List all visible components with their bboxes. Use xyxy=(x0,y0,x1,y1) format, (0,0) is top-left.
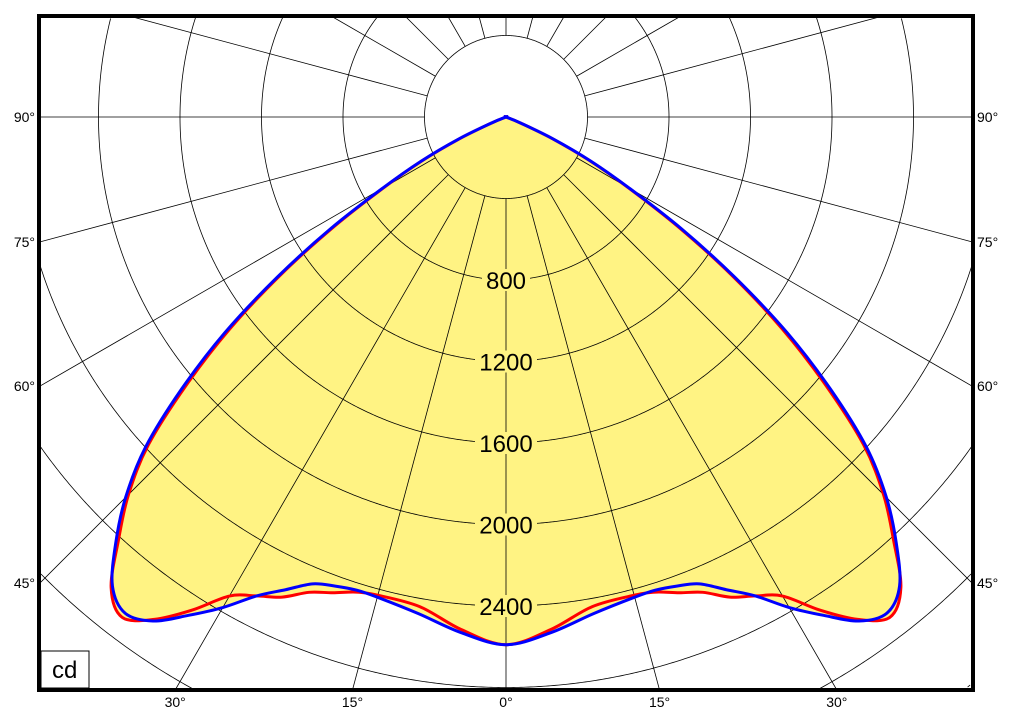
grid-spoke xyxy=(40,157,436,387)
ring-label-800: 800 xyxy=(482,268,530,295)
ring-label-1200: 1200 xyxy=(475,350,537,377)
series-curve-1 xyxy=(110,115,902,647)
grid-spoke xyxy=(563,17,607,60)
grid-spoke xyxy=(526,195,660,689)
left-angle-label-60: 60° xyxy=(14,378,35,394)
grid-spoke xyxy=(405,17,449,60)
polar-grid xyxy=(40,17,972,689)
grid-spoke xyxy=(526,17,534,39)
grid-ring xyxy=(342,17,670,281)
bottom-angle-label-right-30: 30° xyxy=(826,694,847,710)
bottom-angle-label-left-30: 30° xyxy=(165,694,186,710)
ring-label: 2400 xyxy=(479,594,532,621)
grid-spoke xyxy=(132,17,428,97)
grid-spoke xyxy=(478,17,486,39)
grid-ring xyxy=(40,446,972,688)
bottom-angle-label-right-15: 15° xyxy=(649,694,670,710)
ring-label: 800 xyxy=(486,268,526,295)
grid-spoke xyxy=(175,187,466,689)
grid-ring xyxy=(40,265,972,607)
left-angle-label-75: 75° xyxy=(14,234,35,250)
left-angle-label-90: 90° xyxy=(14,109,35,125)
right-angle-label-45: 45° xyxy=(977,575,998,591)
bottom-angle-labels: 30° 15° 0° 15° 30° xyxy=(165,694,848,710)
grid-spoke xyxy=(546,187,837,689)
grid-spoke xyxy=(563,174,972,584)
right-angle-label-75: 75° xyxy=(977,234,998,250)
ring-label-2000: 2000 xyxy=(475,513,537,540)
grid-spoke xyxy=(584,17,880,97)
ring-label: 1600 xyxy=(479,431,532,458)
grid-spoke xyxy=(447,17,466,47)
grid-spoke xyxy=(352,195,486,689)
right-angle-label-90: 90° xyxy=(977,109,998,125)
left-angle-label-45: 45° xyxy=(14,575,35,591)
grid-spoke xyxy=(332,17,436,77)
ring-label: 1200 xyxy=(479,350,532,377)
grid-spoke xyxy=(576,157,972,387)
grid-spoke xyxy=(576,17,680,77)
unit-label: cd xyxy=(52,657,77,684)
grid-spoke xyxy=(40,137,428,243)
intensity-curves xyxy=(109,115,903,647)
ring-label-2400: 2400 xyxy=(475,594,537,621)
grid-spoke xyxy=(546,17,565,47)
ring-label: 2000 xyxy=(479,513,532,540)
unit-box: cd xyxy=(40,650,90,689)
grid-spoke xyxy=(584,137,972,243)
plot-frame xyxy=(37,14,975,692)
ring-label-1600: 1600 xyxy=(475,431,537,458)
right-angle-label-60: 60° xyxy=(977,378,998,394)
bottom-angle-label-left-15: 15° xyxy=(342,694,363,710)
bottom-angle-label-0: 0° xyxy=(499,694,512,710)
grid-ring xyxy=(98,18,914,525)
side-angle-labels: 90° 75° 60° 45° 90° 75° 60° 45° xyxy=(14,109,998,591)
radial-tick-labels: 800 1200 1600 2000 2400 xyxy=(475,268,537,621)
grid-ring xyxy=(179,17,833,444)
grid-spoke xyxy=(40,174,449,584)
grid-ring xyxy=(261,17,751,362)
grid-ring xyxy=(40,573,972,689)
